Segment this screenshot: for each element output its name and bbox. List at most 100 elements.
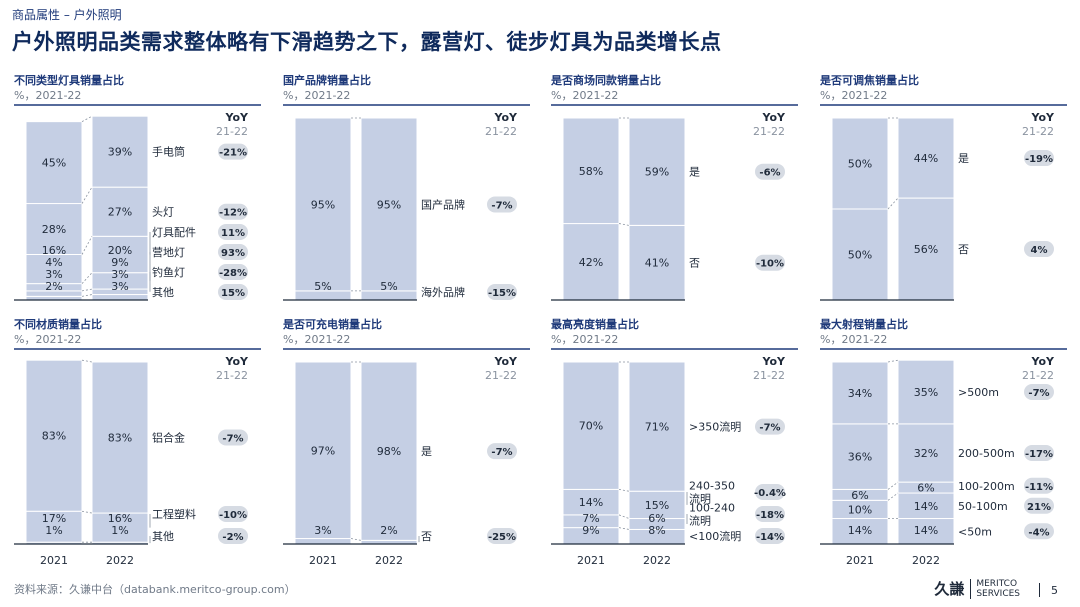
data-label-2022: 71%: [645, 421, 669, 434]
bar-connector: [81, 510, 93, 514]
yoy-pill: [755, 506, 785, 522]
yoy-header: YoY: [1031, 355, 1056, 368]
bar-connector: [350, 538, 362, 541]
yoy-period: 21-22: [216, 125, 248, 138]
chart-subtitle: %，2021-22: [14, 333, 81, 346]
yoy-value: -12%: [219, 208, 247, 219]
bar-segment-2021: [562, 117, 620, 225]
page-title: 户外照明品类需求整体略有下滑趋势之下，露营灯、徒步灯具为品类增长点: [12, 30, 722, 54]
yoy-pill: [1024, 150, 1054, 167]
yoy-period: 21-22: [1022, 369, 1054, 382]
data-label-2021: 83%: [42, 430, 66, 443]
bar-segment-2021: [25, 203, 83, 255]
category-label: 是: [421, 445, 432, 458]
category-label: <50m: [958, 525, 992, 538]
yoy-period: 21-22: [485, 369, 517, 382]
category-label: 流明: [689, 492, 711, 506]
yoy-value: -7%: [222, 434, 243, 445]
yoy-value: -25%: [488, 532, 516, 543]
yoy-pill: [755, 484, 785, 500]
yoy-pill: [218, 284, 248, 300]
data-label-2021: 2%: [45, 280, 62, 293]
yoy-value: -19%: [1025, 154, 1053, 165]
yoy-value: -7%: [759, 423, 780, 434]
data-label-2021: 50%: [848, 158, 872, 171]
category-label: 头灯: [152, 206, 174, 219]
category-label: 100-240: [689, 502, 735, 515]
bar-connector: [81, 186, 93, 204]
bar-segment-2022: [360, 117, 418, 292]
yoy-value: -18%: [756, 510, 784, 521]
data-label-2022: 8%: [648, 524, 665, 537]
category-label: 200-500m: [958, 447, 1015, 460]
data-label-2021: 6%: [851, 489, 868, 502]
bar-segment-2022: [897, 197, 955, 301]
bar-segment-2021: [25, 254, 83, 285]
data-label-2022: 44%: [914, 152, 938, 165]
bar-segment-2021: [831, 117, 889, 210]
x-tick-label: 2021: [40, 554, 68, 567]
yoy-header: YoY: [494, 355, 519, 368]
yoy-header: YoY: [1031, 111, 1056, 124]
logo-chinese: 久謙: [934, 580, 965, 598]
chart-subtitle: %，2021-22: [283, 89, 350, 102]
yoy-value: -17%: [1025, 449, 1053, 460]
data-label-2021: 17%: [42, 512, 66, 525]
category-label: 是: [958, 152, 969, 165]
data-label-2022: 6%: [648, 512, 665, 525]
bar-connector: [618, 514, 630, 519]
bar-segment-2022: [628, 117, 686, 226]
bar-connector: [81, 294, 93, 297]
bar-segment-2022: [91, 235, 149, 274]
yoy-period: 21-22: [216, 369, 248, 382]
category-label: 营地灯: [152, 245, 185, 259]
data-label-2022: 35%: [914, 386, 938, 399]
data-label-2021: 1%: [45, 524, 62, 537]
chart-subtitle: %，2021-22: [820, 333, 887, 346]
yoy-value: -11%: [1025, 482, 1053, 493]
data-label-2022: 59%: [645, 166, 669, 179]
chart-title: 最大射程销量占比: [820, 317, 908, 331]
bar-segment-2021: [562, 223, 620, 301]
data-label-2022: 3%: [111, 268, 128, 281]
category-label: 50-100m: [958, 500, 1008, 513]
logo-line-1: MERITCO: [976, 578, 1018, 589]
data-label-2021: 14%: [579, 496, 603, 509]
x-tick-label: 2021: [846, 554, 874, 567]
yoy-header: YoY: [762, 355, 787, 368]
yoy-value: -28%: [219, 268, 247, 279]
yoy-period: 21-22: [485, 125, 517, 138]
data-label-2021: 97%: [311, 444, 335, 457]
data-label-2021: 50%: [848, 249, 872, 262]
bar-segment-2021: [294, 538, 352, 545]
chart-title: 是否商场同款销量占比: [550, 73, 661, 87]
bar-connector: [81, 236, 93, 255]
data-label-2022: 56%: [914, 243, 938, 256]
yoy-value: -0.4%: [754, 488, 786, 499]
bar-connector: [81, 272, 93, 284]
yoy-pill: [755, 528, 785, 544]
yoy-header: YoY: [762, 111, 787, 124]
bar-segment-2021: [294, 361, 352, 540]
x-tick-label: 2021: [309, 554, 337, 567]
category-label: 240-350: [689, 480, 735, 493]
yoy-pill: [487, 528, 517, 544]
x-tick-label: 2022: [912, 554, 940, 567]
yoy-value: 11%: [221, 228, 245, 239]
chart-subtitle: %，2021-22: [551, 89, 618, 102]
bar-connector: [887, 359, 899, 363]
yoy-pill: [1024, 241, 1054, 258]
data-label-2022: 1%: [111, 524, 128, 537]
bar-connector: [887, 492, 899, 501]
yoy-pill: [218, 244, 248, 260]
yoy-pill: [755, 418, 785, 435]
yoy-value: -2%: [222, 532, 243, 543]
data-label-2022: 5%: [380, 280, 397, 293]
yoy-pill: [487, 196, 517, 213]
yoy-pill: [218, 224, 248, 240]
bar-connector: [81, 288, 93, 292]
data-label-2021: 70%: [579, 420, 603, 433]
yoy-value: -14%: [756, 532, 784, 543]
yoy-header: YoY: [225, 355, 250, 368]
category-label: 是: [689, 166, 700, 179]
